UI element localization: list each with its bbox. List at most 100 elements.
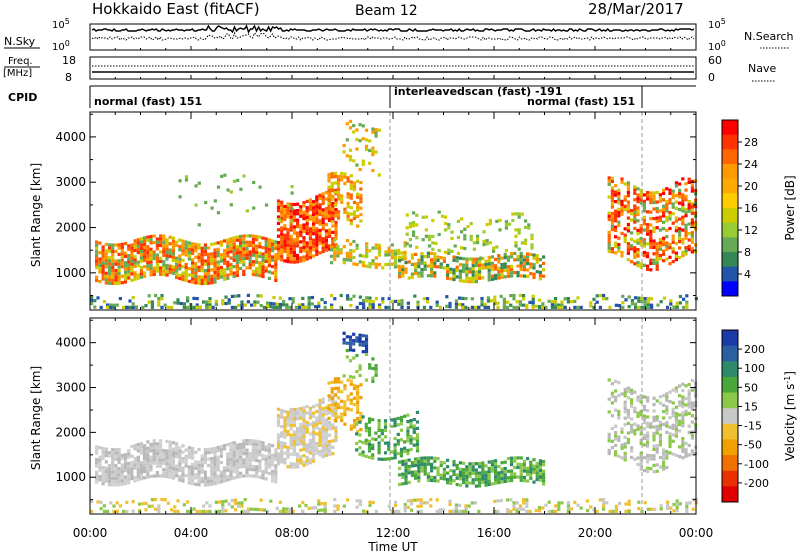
data-cell [608, 305, 612, 309]
data-cell [405, 232, 409, 236]
data-cell [646, 226, 650, 230]
data-cell [230, 498, 234, 503]
data-cell [655, 206, 659, 211]
data-cell [330, 220, 334, 224]
data-cell [674, 254, 678, 258]
data-cell [658, 241, 662, 245]
data-cell [109, 305, 113, 309]
data-cell [474, 280, 478, 284]
data-cell [95, 464, 99, 468]
data-cell [506, 498, 510, 502]
data-cell [203, 483, 207, 487]
data-cell [155, 474, 159, 478]
data-cell [678, 413, 682, 417]
data-cell [658, 218, 662, 222]
data-cell [296, 257, 300, 261]
data-cell [652, 447, 656, 451]
data-cell [446, 267, 450, 271]
data-cell [162, 237, 166, 241]
data-cell [633, 210, 637, 215]
data-cell [143, 466, 147, 470]
data-cell [264, 256, 268, 260]
data-cell [239, 254, 243, 258]
cpid-segment-2: interleavedscan (fast) -191 [394, 85, 562, 98]
data-cell [305, 228, 309, 232]
data-cell [346, 192, 350, 196]
data-cell [538, 475, 542, 479]
data-cell [234, 498, 238, 502]
data-cell [422, 305, 426, 309]
data-cell [652, 197, 656, 201]
data-cell [450, 230, 454, 234]
data-cell [535, 254, 539, 258]
data-cell [560, 300, 564, 304]
data-cell [675, 301, 679, 305]
data-cell [324, 425, 328, 429]
data-cell [614, 450, 618, 454]
data-cell [285, 303, 289, 307]
data-cell [150, 498, 154, 502]
data-cell [646, 434, 650, 438]
data-cell [324, 412, 328, 416]
data-cell [636, 424, 640, 428]
data-cell [430, 462, 434, 466]
data-cell [633, 214, 637, 218]
data-cell [181, 271, 185, 275]
data-cell [331, 445, 335, 449]
data-cell [187, 254, 191, 258]
data-cell [415, 442, 420, 446]
data-cell [264, 448, 268, 452]
data-cell [668, 191, 672, 195]
data-cell [417, 472, 421, 477]
data-cell [127, 247, 131, 251]
data-cell [522, 255, 526, 259]
data-cell [417, 476, 421, 480]
data-cell [444, 250, 448, 254]
data-cell [358, 452, 362, 456]
data-cell [194, 476, 198, 480]
data-cell [95, 246, 99, 251]
data-cell [178, 446, 182, 450]
data-cell [159, 455, 163, 459]
data-cell [519, 255, 523, 259]
data-cell [614, 219, 618, 223]
data-cell [197, 479, 201, 484]
data-cell [318, 219, 322, 223]
data-cell [681, 199, 685, 203]
data-cell [610, 382, 614, 386]
data-cell [143, 450, 147, 454]
data-cell [312, 437, 316, 441]
data-cell [499, 294, 503, 298]
data-cell [165, 468, 169, 472]
data-cell [681, 196, 685, 200]
data-cell [652, 454, 656, 458]
data-cell [525, 509, 529, 513]
data-cell [258, 242, 262, 246]
data-cell [221, 299, 225, 303]
data-cell [200, 476, 204, 481]
data-cell [242, 272, 246, 277]
data-cell [374, 431, 378, 435]
data-cell [292, 443, 296, 447]
data-cell [191, 466, 195, 470]
data-cell [617, 188, 621, 192]
data-cell [462, 461, 466, 465]
data-cell [308, 233, 312, 237]
data-cell [610, 394, 614, 399]
nave-tick-top: 60 [708, 54, 722, 67]
data-cell [299, 214, 303, 218]
data-cell [305, 424, 309, 428]
data-cell [239, 250, 243, 255]
data-cell [136, 273, 140, 277]
data-cell [178, 468, 182, 472]
data-cell [267, 471, 271, 476]
data-cell [327, 394, 331, 398]
data-cell [371, 259, 375, 263]
data-cell [200, 281, 204, 286]
data-cell [387, 262, 391, 266]
data-cell [310, 295, 314, 300]
data-cell [623, 410, 627, 414]
data-cell [143, 453, 147, 457]
data-cell [168, 242, 172, 246]
data-cell [235, 248, 239, 252]
